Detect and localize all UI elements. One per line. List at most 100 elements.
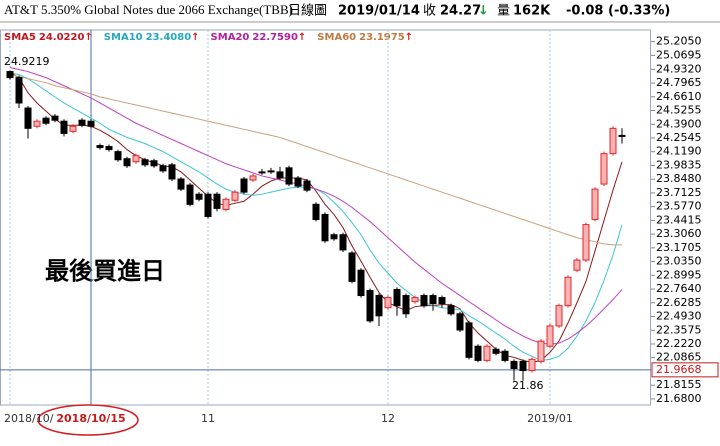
y-tick-label: 23.7125 (656, 186, 702, 199)
legend-trend: ↑ (191, 32, 199, 43)
candle-body (6, 71, 14, 79)
cursor-box (651, 362, 719, 378)
candle-body (456, 313, 464, 331)
y-tick-label: 23.1705 (656, 241, 702, 254)
candle-body (42, 117, 50, 124)
candle-body (96, 145, 104, 149)
candle-body (375, 295, 383, 317)
candle-body (267, 170, 275, 173)
plot-frame (0, 29, 651, 406)
legend-name: SMA20 (211, 32, 250, 43)
candle-body (60, 120, 68, 134)
high-label: 24.9219 (4, 55, 50, 68)
legend-entry: SMA60 23.1975↑ (317, 32, 413, 43)
candle-body (69, 125, 77, 132)
candle-body (546, 325, 554, 347)
close-value: 24.27 (440, 4, 481, 19)
candle-body (114, 151, 122, 161)
candle-body (240, 178, 248, 193)
y-tick-label: 21.8155 (656, 378, 702, 391)
candle-body (393, 288, 401, 307)
candle-body (564, 276, 572, 307)
candle-body (582, 224, 590, 261)
y-tick-label: 24.1190 (656, 145, 702, 158)
candle-body (339, 234, 347, 251)
candle-body (204, 193, 212, 217)
x-tick-label: 11 (201, 412, 215, 425)
candle-body (294, 177, 302, 187)
x-tick-label: 2019/01 (527, 412, 573, 425)
y-tick-label: 23.4415 (656, 213, 702, 226)
candle-body (303, 180, 311, 191)
legend-trend: ↑ (405, 32, 413, 43)
candle-body (609, 127, 617, 155)
candle-body (285, 167, 293, 185)
candle-body (429, 295, 437, 305)
candle-body (105, 146, 113, 151)
candle-body (411, 297, 419, 303)
highlight-circle (37, 404, 139, 436)
y-tick-label: 22.3575 (656, 323, 702, 336)
y-tick-label: 24.6610 (656, 90, 702, 103)
candle-body (420, 295, 428, 307)
legend-name: SMA60 (317, 32, 356, 43)
low-label: 21.86 (512, 379, 544, 392)
candle-body (123, 158, 131, 167)
candle-body (501, 350, 509, 361)
y-tick-label: 21.6800 (656, 392, 702, 405)
title: AT&T 5.350% Global Notes due 2066 Exchan… (4, 2, 293, 17)
candle-body (528, 358, 536, 372)
candle-body (465, 322, 473, 358)
candle-body (447, 305, 455, 315)
x-tick-label: 12 (381, 412, 395, 425)
candle-body (51, 115, 59, 121)
ma-line (9, 72, 623, 363)
candle-body (438, 297, 446, 305)
legend-value: 23.1975 (359, 32, 405, 43)
candle-body (186, 184, 194, 205)
candle-body (87, 120, 95, 127)
candle-body (402, 295, 410, 315)
candle-body (555, 305, 563, 327)
y-tick-label: 23.9835 (656, 158, 702, 171)
candle-body (33, 120, 41, 127)
y-tick-label: 24.9320 (656, 62, 702, 75)
candle-body (573, 259, 581, 271)
legend-name: SMA5 (4, 32, 36, 43)
candle-body (159, 165, 167, 172)
legend-value: 22.7590 (252, 32, 298, 43)
candle-body (195, 193, 203, 200)
candle-body (132, 155, 140, 163)
y-tick-label: 25.0695 (656, 48, 702, 61)
volume-label: 量 (497, 4, 510, 19)
candle-body (15, 77, 23, 104)
x-tick-label: 2018/10/15 (56, 412, 125, 425)
candle-body (348, 252, 356, 282)
candle-body (150, 160, 158, 167)
ma-line (9, 74, 622, 246)
candle-body (618, 134, 626, 137)
candle-body (231, 191, 239, 201)
y-tick-label: 23.5770 (656, 200, 702, 213)
legend-entry: SMA20 22.7590↑ (211, 32, 307, 43)
change: -0.08 (-0.33%) (566, 4, 670, 19)
candle-body (330, 234, 338, 240)
y-tick-label: 23.8480 (656, 172, 702, 185)
candle-body (213, 193, 221, 209)
x-tick-label: 2018/10/ (4, 412, 54, 425)
y-tick-label: 24.2545 (656, 131, 702, 144)
candle-body (537, 340, 545, 362)
candle-body (24, 107, 32, 129)
period: 日線圖 (288, 3, 327, 19)
y-tick-label: 24.5255 (656, 104, 702, 117)
y-tick-label: 22.2220 (656, 337, 702, 350)
y-tick-label: 24.3900 (656, 117, 702, 130)
y-tick-label: 23.3060 (656, 227, 702, 240)
candle-body (258, 171, 266, 174)
candle-body (600, 153, 608, 185)
candle-body (312, 203, 320, 221)
candle-body (384, 297, 392, 309)
y-tick-label: 23.0350 (656, 255, 702, 268)
